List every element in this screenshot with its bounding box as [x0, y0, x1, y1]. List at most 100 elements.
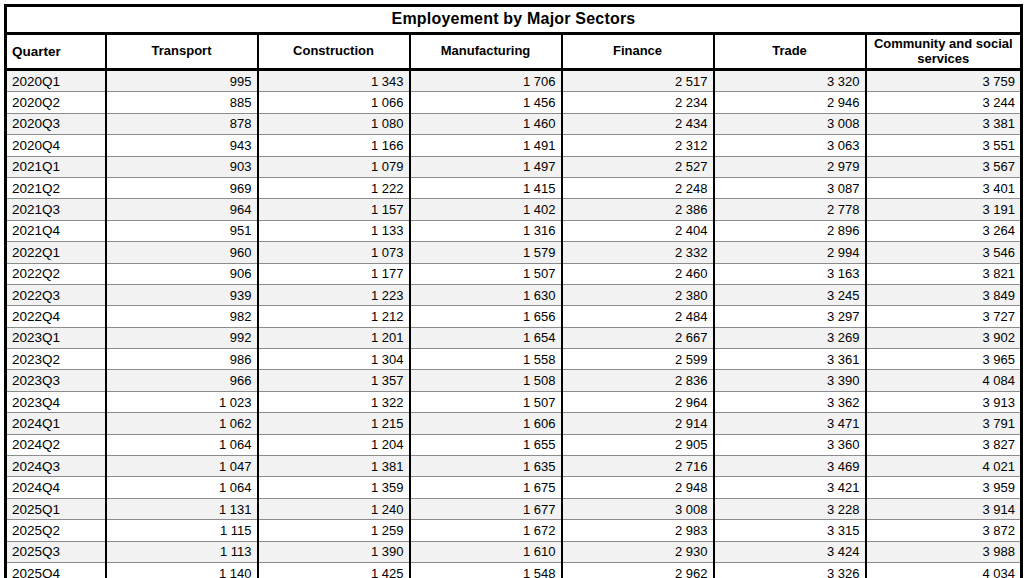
value-cell: 1 073: [258, 242, 410, 263]
value-cell: 885: [106, 92, 258, 113]
column-header-quarter: Quarter: [6, 34, 106, 70]
spreadsheet-area: Employement by Major Sectors QuarterTran…: [4, 4, 1020, 578]
table-row: 2025Q31 1131 3901 6102 9303 4243 988: [6, 541, 1022, 562]
value-cell: 2 896: [714, 220, 866, 241]
value-cell: 3 245: [714, 284, 866, 305]
value-cell: 1 023: [106, 391, 258, 412]
value-cell: 951: [106, 220, 258, 241]
value-cell: 1 115: [106, 520, 258, 541]
value-cell: 1 304: [258, 349, 410, 370]
value-cell: 2 667: [562, 327, 714, 348]
quarter-cell: 2024Q4: [6, 477, 106, 498]
value-cell: 906: [106, 263, 258, 284]
value-cell: 966: [106, 370, 258, 391]
value-cell: 2 248: [562, 177, 714, 198]
value-cell: 1 240: [258, 498, 410, 519]
column-header-finance: Finance: [562, 34, 714, 70]
value-cell: 2 778: [714, 199, 866, 220]
table-row: 2020Q28851 0661 4562 2342 9463 244: [6, 92, 1022, 113]
value-cell: 1 064: [106, 477, 258, 498]
value-cell: 3 401: [866, 177, 1022, 198]
value-cell: 1 507: [410, 263, 562, 284]
value-cell: 2 962: [562, 562, 714, 578]
value-cell: 1 635: [410, 456, 562, 477]
value-cell: 1 415: [410, 177, 562, 198]
value-cell: 1 381: [258, 456, 410, 477]
value-cell: 3 567: [866, 156, 1022, 177]
value-cell: 2 599: [562, 349, 714, 370]
value-cell: 1 610: [410, 541, 562, 562]
value-cell: 3 315: [714, 520, 866, 541]
value-cell: 1 606: [410, 413, 562, 434]
value-cell: 2 380: [562, 284, 714, 305]
column-header-manufacturing: Manufacturing: [410, 34, 562, 70]
value-cell: 1 491: [410, 135, 562, 156]
value-cell: 3 360: [714, 434, 866, 455]
value-cell: 2 517: [562, 70, 714, 92]
quarter-cell: 2022Q2: [6, 263, 106, 284]
value-cell: 1 672: [410, 520, 562, 541]
data-table-body: 2020Q19951 3431 7062 5173 3203 7592020Q2…: [6, 70, 1022, 578]
value-cell: 3 469: [714, 456, 866, 477]
value-cell: 964: [106, 199, 258, 220]
quarter-cell: 2020Q3: [6, 113, 106, 134]
value-cell: 1 133: [258, 220, 410, 241]
value-cell: 2 332: [562, 242, 714, 263]
value-cell: 1 259: [258, 520, 410, 541]
value-cell: 3 362: [714, 391, 866, 412]
column-header-trade: Trade: [714, 34, 866, 70]
table-row: 2021Q49511 1331 3162 4042 8963 264: [6, 220, 1022, 241]
value-cell: 3 849: [866, 284, 1022, 305]
table-row: 2021Q19031 0791 4972 5272 9793 567: [6, 156, 1022, 177]
value-cell: 3 827: [866, 434, 1022, 455]
value-cell: 1 579: [410, 242, 562, 263]
table-row: 2022Q49821 2121 6562 4843 2973 727: [6, 306, 1022, 327]
value-cell: 3 191: [866, 199, 1022, 220]
value-cell: 2 386: [562, 199, 714, 220]
value-cell: 1 357: [258, 370, 410, 391]
quarter-cell: 2024Q2: [6, 434, 106, 455]
quarter-cell: 2022Q4: [6, 306, 106, 327]
table-row: 2022Q29061 1771 5072 4603 1633 821: [6, 263, 1022, 284]
value-cell: 1 201: [258, 327, 410, 348]
value-cell: 995: [106, 70, 258, 92]
value-cell: 3 913: [866, 391, 1022, 412]
value-cell: 1 066: [258, 92, 410, 113]
value-cell: 1 655: [410, 434, 562, 455]
table-row: 2021Q29691 2221 4152 2483 0873 401: [6, 177, 1022, 198]
value-cell: 1 402: [410, 199, 562, 220]
quarter-cell: 2021Q3: [6, 199, 106, 220]
value-cell: 1 425: [258, 562, 410, 578]
table-row: 2022Q39391 2231 6302 3803 2453 849: [6, 284, 1022, 305]
value-cell: 3 424: [714, 541, 866, 562]
value-cell: 3 988: [866, 541, 1022, 562]
value-cell: 1 359: [258, 477, 410, 498]
value-cell: 1 223: [258, 284, 410, 305]
value-cell: 2 527: [562, 156, 714, 177]
title-row: Employement by Major Sectors: [6, 6, 1022, 34]
value-cell: 1 558: [410, 349, 562, 370]
table-row: 2025Q21 1151 2591 6722 9833 3153 872: [6, 520, 1022, 541]
value-cell: 1 654: [410, 327, 562, 348]
value-cell: 1 157: [258, 199, 410, 220]
table-row: 2024Q31 0471 3811 6352 7163 4694 021: [6, 456, 1022, 477]
value-cell: 1 177: [258, 263, 410, 284]
value-cell: 3 087: [714, 177, 866, 198]
table-title: Employement by Major Sectors: [6, 6, 1022, 34]
value-cell: 1 222: [258, 177, 410, 198]
table-row: 2024Q41 0641 3591 6752 9483 4213 959: [6, 477, 1022, 498]
value-cell: 3 326: [714, 562, 866, 578]
value-cell: 3 914: [866, 498, 1022, 519]
quarter-cell: 2025Q2: [6, 520, 106, 541]
value-cell: 982: [106, 306, 258, 327]
value-cell: 3 008: [714, 113, 866, 134]
quarter-cell: 2020Q2: [6, 92, 106, 113]
quarter-cell: 2025Q3: [6, 541, 106, 562]
quarter-cell: 2021Q4: [6, 220, 106, 241]
value-cell: 2 946: [714, 92, 866, 113]
column-header-community-and-social-services: Community and social services: [866, 34, 1022, 70]
value-cell: 1 166: [258, 135, 410, 156]
quarter-cell: 2023Q1: [6, 327, 106, 348]
value-cell: 4 084: [866, 370, 1022, 391]
value-cell: 2 964: [562, 391, 714, 412]
